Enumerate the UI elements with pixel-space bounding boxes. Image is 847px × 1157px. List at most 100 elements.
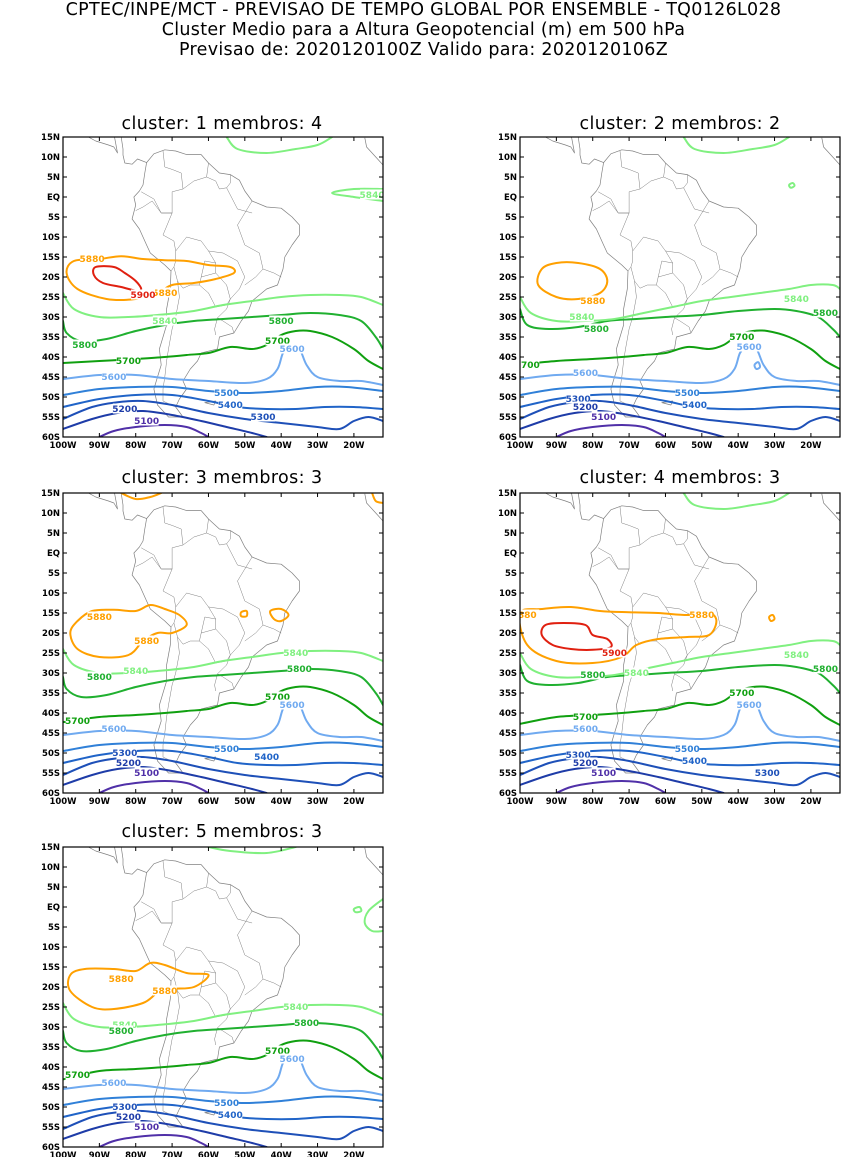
lat-label: 10S: [42, 943, 60, 953]
contour-label-5300: 5300: [112, 749, 137, 759]
contour-label-5600: 5600: [101, 373, 126, 383]
contour-5880: [768, 613, 776, 623]
map-frame: [519, 492, 841, 794]
lat-label: 25S: [42, 649, 60, 659]
contour-label-5100: 5100: [591, 769, 616, 779]
lon-label: 70W: [161, 1151, 183, 1157]
contour-label-5500: 5500: [214, 389, 239, 399]
contour-label-bg: [265, 1045, 290, 1056]
lat-label: 30S: [499, 669, 517, 679]
country-border: [162, 212, 176, 272]
lon-label: 60W: [655, 797, 677, 807]
contour-label-5880: 5880: [580, 297, 605, 307]
country-border: [206, 174, 231, 190]
country-border: [206, 530, 231, 546]
contour-label-bg: [584, 323, 609, 334]
central-america-coastline: [544, 137, 604, 165]
country-border: [226, 187, 253, 214]
contour-label-5840: 5840: [624, 669, 649, 679]
contour-label-5600: 5600: [280, 1055, 305, 1065]
lat-label: 55S: [42, 769, 60, 779]
country-border: [262, 268, 282, 278]
contour-label-5300: 5300: [112, 1103, 137, 1113]
lat-label: 10S: [42, 589, 60, 599]
lat-label: 5S: [48, 569, 60, 579]
lat-label: 20S: [42, 629, 60, 639]
lon-label: 90W: [89, 797, 111, 807]
contour-label-5840: 5840: [784, 651, 809, 661]
contour-label-5880: 5880: [109, 975, 134, 985]
contour-label-bg: [675, 743, 700, 754]
contour-label-5200: 5200: [116, 1113, 141, 1123]
map-panel-cluster-4: 5880 880 5900 5840 5840 5800 5800 5700 5700 5600 5…: [498, 489, 841, 807]
lat-label: 50S: [42, 749, 60, 759]
contour-label-bg: [109, 1025, 134, 1036]
contour-label-5800: 5800: [813, 665, 838, 675]
contour-label-5840: 5840: [784, 295, 809, 305]
lat-label: 10N: [41, 509, 60, 519]
country-border: [598, 150, 641, 214]
contour-label-bg: [784, 649, 809, 660]
lat-label: 40S: [499, 709, 517, 719]
contour-label-5880: 5880: [87, 613, 112, 623]
contour-label-5840: 5840: [569, 313, 594, 323]
contour-label-5700: 5700: [65, 717, 90, 727]
contour-label-5400: 5400: [254, 753, 279, 763]
lon-label: 20W: [800, 797, 822, 807]
country-border: [141, 506, 184, 570]
panel-title-cluster-5: cluster: 5 membros: 3: [121, 822, 323, 842]
africa-coastline: [364, 137, 383, 166]
lon-label: 20W: [343, 441, 365, 451]
africa-coastline: [821, 493, 840, 522]
contour-label-bg: [254, 751, 279, 762]
lon-label: 20W: [800, 441, 822, 451]
country-border: [226, 897, 253, 924]
country-border: [694, 556, 721, 642]
contour-label-bg: [152, 985, 177, 996]
contour-label-bg: [80, 253, 105, 264]
lon-label: 50W: [234, 1151, 256, 1157]
lon-label: 30W: [764, 441, 786, 451]
lon-label: 90W: [546, 441, 568, 451]
contour-label-5900: 5900: [602, 649, 627, 659]
contour-5600: [63, 1055, 383, 1096]
contour-5600: [63, 345, 383, 386]
contour-5840: [788, 182, 796, 189]
country-border: [683, 543, 710, 570]
contour-label-bg: [566, 393, 591, 404]
country-border: [135, 910, 173, 924]
contour-label-bg: [602, 647, 627, 658]
contour-label-bg: [280, 343, 305, 354]
country-border: [214, 317, 218, 336]
country-border: [619, 568, 633, 628]
contour-label-5800: 5800: [109, 1027, 134, 1037]
country-border: [141, 860, 184, 924]
contour-label-5840: 5840: [123, 667, 148, 677]
lat-label: 45S: [499, 373, 517, 383]
lat-label: 45S: [42, 1083, 60, 1093]
contour-label-5800: 5800: [269, 317, 294, 327]
map-svg: 5880584058405800580057005700560056005500…: [498, 133, 841, 451]
country-border: [262, 624, 282, 634]
lat-label: 25S: [42, 1003, 60, 1013]
contour-label-bg: [109, 973, 134, 984]
lat-label: 20S: [499, 273, 517, 283]
lat-label: 40S: [42, 1063, 60, 1073]
figure-header-line-1: CPTEC/INPE/MCT - PREVISAO DE TEMPO GLOBA…: [65, 0, 782, 20]
contour-label-bg: [214, 387, 239, 398]
contour-5840: [63, 292, 383, 319]
contour-label-5300: 5300: [755, 769, 780, 779]
contour-5840: [225, 137, 334, 154]
contour-5880: [536, 261, 609, 301]
contour-label-bg: [265, 335, 290, 346]
lat-label: 55S: [42, 413, 60, 423]
contour-label-bg: [265, 691, 290, 702]
lat-label: 60S: [499, 433, 517, 443]
contour-5600: [63, 701, 383, 742]
lon-label: 80W: [125, 797, 147, 807]
lat-label: 10N: [498, 153, 517, 163]
contour-label-bg: [737, 699, 762, 710]
contour-label-5800: 5800: [813, 309, 838, 319]
lat-label: 35S: [42, 689, 60, 699]
country-border: [200, 260, 216, 278]
